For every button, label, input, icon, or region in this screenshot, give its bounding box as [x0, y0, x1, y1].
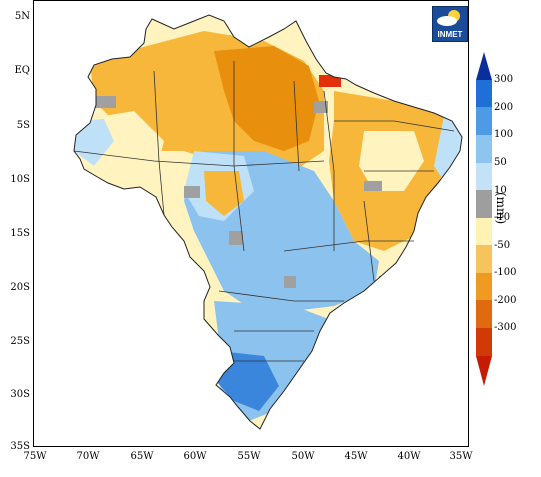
y-tick: EQ	[14, 65, 31, 76]
brazil-anomaly-map	[73, 14, 463, 430]
x-tick: 40W	[397, 451, 421, 462]
legend-swatch	[476, 107, 492, 135]
extreme-dry-patch	[319, 75, 341, 87]
legend-swatch	[476, 190, 492, 218]
region-mato-grosso-dry	[204, 171, 244, 216]
country-border	[73, 14, 463, 430]
y-tick: 25S	[10, 336, 30, 347]
legend-swatch	[476, 273, 492, 300]
legend-label: -100	[494, 267, 517, 278]
x-tick: 55W	[237, 451, 261, 462]
normal-patch	[284, 276, 296, 288]
y-tick: 15S	[10, 228, 30, 239]
y-tick: 30S	[10, 389, 30, 400]
legend-label: -300	[494, 322, 517, 333]
legend-swatch	[476, 300, 492, 328]
x-tick: 75W	[23, 451, 47, 462]
y-tick: 35S	[10, 441, 30, 452]
legend-swatch	[476, 80, 492, 107]
normal-patch	[229, 231, 243, 245]
x-tick: 45W	[344, 451, 368, 462]
legend-label: 50	[494, 157, 507, 168]
legend-label: 300	[494, 74, 514, 85]
legend-label: 100	[494, 129, 514, 140]
x-tick: 50W	[291, 451, 315, 462]
legend-swatch	[476, 135, 492, 163]
y-tick: 20S	[10, 282, 30, 293]
legend-swatch	[476, 163, 492, 190]
legend-label: -200	[494, 295, 517, 306]
normal-patch	[379, 276, 393, 288]
color-legend-bar	[476, 52, 492, 386]
y-tick: 10S	[10, 174, 30, 185]
legend-arrow-bottom	[476, 356, 492, 386]
legend-arrow-top	[476, 52, 492, 80]
legend-swatch	[476, 328, 492, 356]
anomaly-regions	[74, 31, 462, 421]
y-tick: 5S	[16, 120, 30, 131]
legend-label: -10	[494, 212, 511, 223]
x-tick: 60W	[183, 451, 207, 462]
state-borders	[73, 61, 455, 362]
x-tick: 35W	[449, 451, 473, 462]
region-far-west-wet	[74, 119, 114, 166]
legend-label: 200	[494, 102, 514, 113]
sun-cloud-icon	[437, 10, 460, 26]
normal-patch	[94, 96, 116, 108]
legend-label: -50	[494, 240, 511, 251]
x-tick: 70W	[76, 451, 100, 462]
legend-swatch	[476, 218, 492, 245]
region-central-north-strong-dry	[214, 46, 319, 151]
legend-swatch	[476, 245, 492, 273]
normal-patch	[184, 186, 200, 198]
legend-label: 10	[494, 185, 507, 196]
map-frame: INMET	[33, 0, 469, 447]
inmet-logo: INMET	[432, 6, 468, 42]
normal-patch	[314, 101, 328, 113]
y-tick: 5N	[14, 11, 30, 22]
x-tick: 65W	[130, 451, 154, 462]
logo-text: INMET	[437, 30, 463, 39]
region-northeast-neutral	[359, 131, 424, 191]
normal-patch	[364, 181, 382, 191]
legend-unit: (mm)	[494, 192, 508, 225]
region-rs-strong-wet	[216, 351, 279, 411]
